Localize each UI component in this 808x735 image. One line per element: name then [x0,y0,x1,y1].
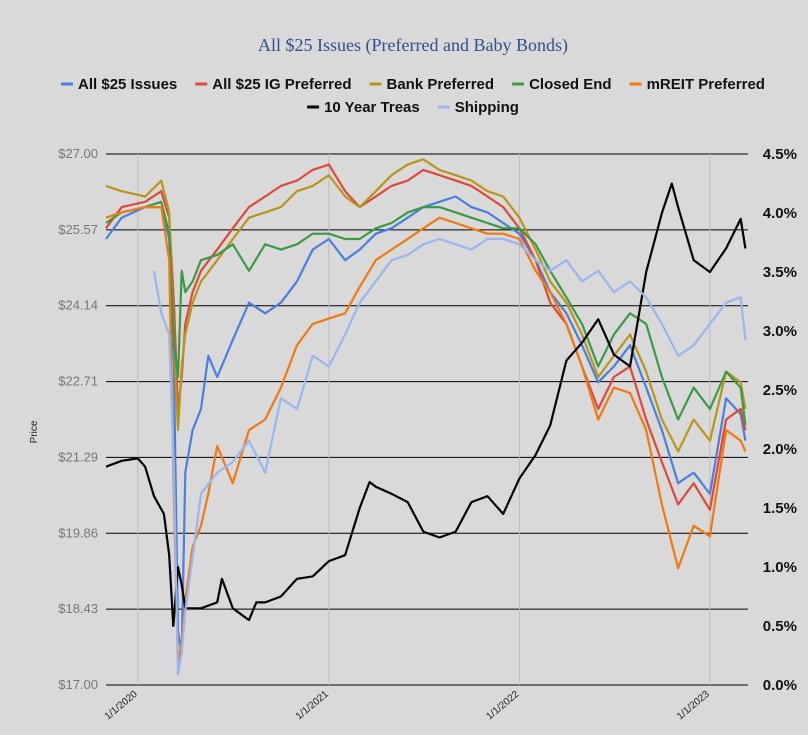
series-shipping [152,237,747,676]
legend-label: Closed End [529,76,612,93]
x-tick-label: 1/1/2020 [103,689,140,723]
left-tick-label: $21.29 [58,449,98,464]
right-tick-label: 0.0% [763,677,797,694]
x-tick-label: 1/1/2022 [484,689,521,723]
series-mreit-preferred [105,206,747,665]
legend-label: All $25 Issues [78,76,177,93]
right-tick-label: 0.5% [763,618,797,635]
right-tick-label: 4.0% [763,205,797,222]
right-tick-label: 2.5% [763,382,797,399]
left-tick-label: $19.86 [58,525,98,540]
left-tick-label: $25.57 [58,222,98,237]
x-tick-label: 1/1/2021 [294,689,331,723]
series-10-year-treas [105,182,747,628]
left-tick-label: $18.43 [58,601,98,616]
left-tick-label: $22.71 [58,374,98,389]
right-tick-label: 3.5% [763,264,797,281]
series-all-25-issues [105,195,747,655]
legend-label: mREIT Preferred [647,76,765,93]
right-tick-label: 1.5% [763,500,797,517]
legend-label: Bank Preferred [387,76,495,93]
y-axis-label: Price [29,420,40,443]
series-lines [105,158,747,676]
legend: All $25 Issues All $25 IG Preferred Bank P… [61,76,765,116]
chart-title: All $25 Issues (Preferred and Baby Bonds… [258,35,568,56]
right-tick-label: 2.0% [763,441,797,458]
series-bank-preferred [105,158,747,453]
legend-label: Shipping [455,99,519,116]
right-tick-label: 1.0% [763,559,797,576]
legend-label: All $25 IG Preferred [212,76,351,93]
right-tick-label: 4.5% [763,146,797,163]
left-axis: $17.00 $18.43 $19.86 $21.29 $22.71 $24.14 $25.… [58,146,98,692]
left-tick-label: $17.00 [58,677,98,692]
left-tick-label: $27.00 [58,146,98,161]
right-tick-label: 3.0% [763,323,797,340]
x-tick-label: 1/1/2023 [675,689,712,723]
series-closed-end [105,200,747,425]
gridlines [106,153,748,686]
right-axis: 0.0% 0.5% 1.0% 1.5% 2.0% 2.5% 3.0% 3.5% 4.0% 4.5% [763,146,797,694]
left-tick-label: $24.14 [58,298,98,313]
legend-label: 10 Year Treas [324,99,420,116]
